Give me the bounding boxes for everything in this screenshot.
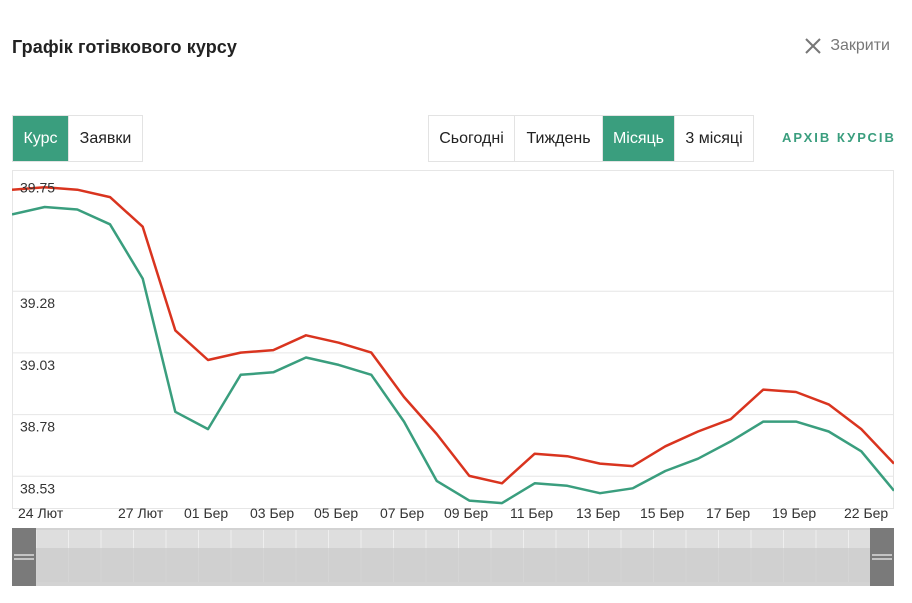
tab-3-months[interactable]: 3 місяці [675,116,753,161]
navigator-right-handle[interactable] [870,528,894,586]
x-tick-label: 27 Лют [118,505,164,521]
y-tick-label: 39.03 [20,357,55,373]
y-tick-label: 38.53 [20,480,55,496]
navigator-svg [12,528,894,586]
close-label: Закрити [830,37,890,54]
x-tick-label: 13 Бер [576,505,620,521]
series-line-sell [12,186,894,485]
range-navigator[interactable] [12,528,894,586]
chart-lines [12,186,894,505]
x-axis: 24 Лют 27 Лют 01 Бер 03 Бер 05 Бер 07 Бер 09 Б… [18,505,888,521]
y-axis: 39.75 39.28 39.03 38.78 38.53 [20,179,55,496]
close-button[interactable]: Закрити [804,37,890,55]
x-tick-label: 22 Бер [844,505,888,521]
series-line-buy [12,205,894,505]
chart-border [12,170,894,509]
x-tick-label: 03 Бер [250,505,294,521]
x-tick-label: 17 Бер [706,505,750,521]
y-tick-label: 39.75 [20,179,55,195]
navigator-left-handle[interactable] [12,528,36,586]
mode-tabs: Курс Заявки [12,115,143,162]
tab-month[interactable]: Місяць [603,116,675,161]
x-tick-label: 07 Бер [380,505,424,521]
rate-chart: 39.75 39.28 39.03 38.78 38.53 24 Лют 27 Лют 01… [12,170,894,530]
x-tick-label: 09 Бер [444,505,488,521]
x-tick-label: 11 Бер [510,505,553,521]
chart-grid [12,170,894,509]
tab-week[interactable]: Тиждень [515,116,603,161]
x-tick-label: 05 Бер [314,505,358,521]
x-tick-label: 01 Бер [184,505,228,521]
archive-link[interactable]: АРХІВ КУРСІВ [782,130,896,145]
tab-orders[interactable]: Заявки [69,116,142,161]
x-tick-label: 15 Бер [640,505,684,521]
x-tick-label: 24 Лют [18,505,64,521]
page-title: Графік готівкового курсу [12,37,238,57]
chart-svg: 39.75 39.28 39.03 38.78 38.53 24 Лют 27 Лют 01… [12,170,894,521]
period-tabs: Сьогодні Тиждень Місяць 3 місяці [428,115,754,162]
tab-today[interactable]: Сьогодні [429,116,515,161]
y-tick-label: 39.28 [20,295,55,311]
x-tick-label: 19 Бер [772,505,816,521]
close-icon [805,38,822,54]
y-tick-label: 38.78 [20,419,55,435]
tab-rate[interactable]: Курс [13,116,69,161]
